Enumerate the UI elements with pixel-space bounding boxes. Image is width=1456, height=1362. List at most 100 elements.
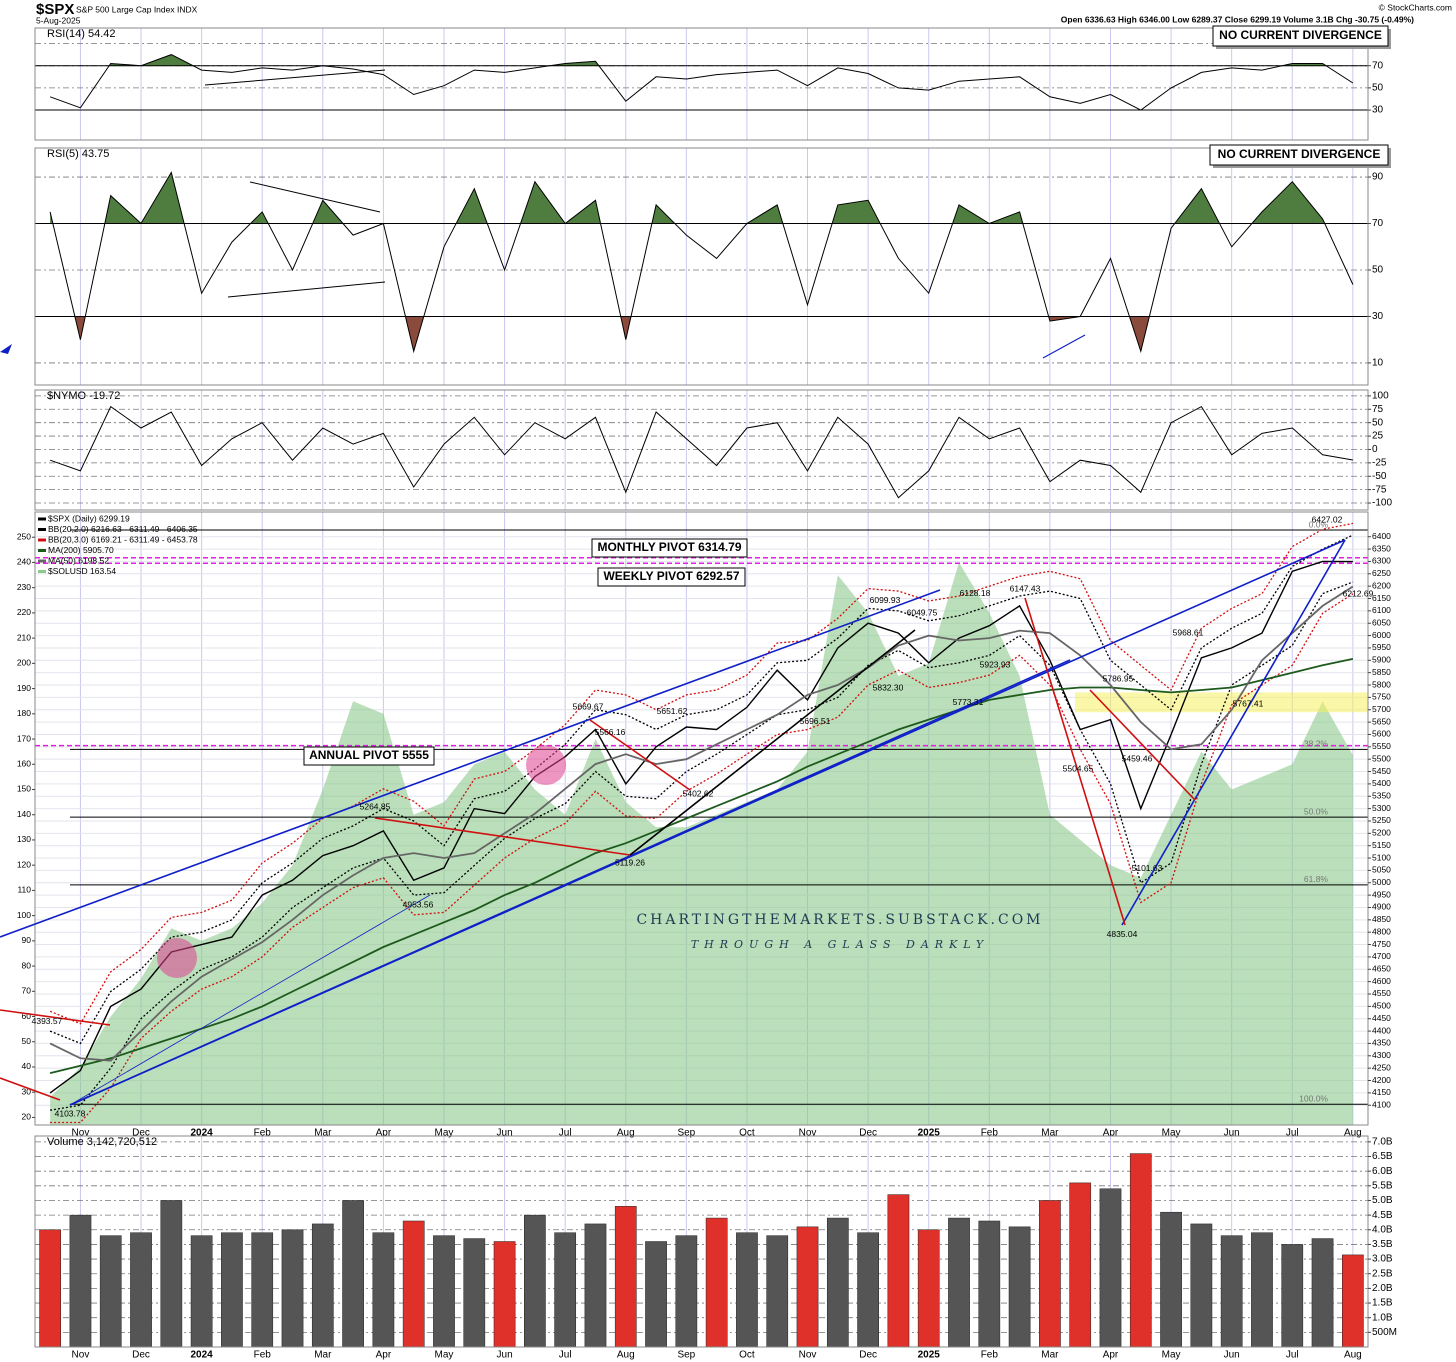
- trendline: [1121, 539, 1346, 926]
- bar: [372, 1232, 395, 1347]
- quote: Open 6336.63 High 6346.00 Low 6289.37 Cl…: [1061, 14, 1414, 24]
- line: [49, 171, 1354, 354]
- y-tick-label: 7.0B: [1372, 1137, 1393, 1148]
- price-label: 5773.31: [953, 697, 984, 707]
- bar: [99, 1235, 122, 1347]
- y2-tick-label: 70: [22, 986, 32, 996]
- x-tick-label: Aug: [617, 1128, 635, 1139]
- y2-tick-label: 250: [17, 531, 31, 541]
- y-tick-label: 5950: [1372, 642, 1391, 652]
- y-tick-label: -25: [1372, 457, 1387, 468]
- y-tick-label: 75: [1372, 404, 1384, 415]
- x-tick-label: Jul: [559, 1128, 572, 1139]
- y-tick-label: 4600: [1372, 976, 1391, 986]
- price-label: 5459.46: [1122, 753, 1153, 763]
- trendline: [374, 817, 631, 856]
- y-tick-label: 5450: [1372, 766, 1391, 776]
- y-tick-label: 5400: [1372, 778, 1391, 788]
- trendline: [589, 719, 691, 791]
- y-tick-label: 4.0B: [1372, 1224, 1393, 1235]
- y2-tick-label: 240: [17, 557, 31, 567]
- y-tick-label: 4300: [1372, 1050, 1391, 1060]
- overlay: NO CURRENT DIVERGENCE NO CURRENT DIVERGEN…: [32, 25, 1391, 1119]
- y-tick-label: 4950: [1372, 889, 1391, 899]
- price-label: 5696.51: [800, 716, 831, 726]
- y2-tick-label: 220: [17, 607, 31, 617]
- trendline: [1089, 689, 1196, 801]
- bar: [1160, 1211, 1182, 1347]
- x-tick-label: 2025: [918, 1350, 941, 1361]
- y2-tick-label: 20: [22, 1112, 32, 1122]
- bar: [251, 1232, 274, 1347]
- y-tick-label: 2.0B: [1372, 1283, 1393, 1294]
- pivot-box: [591, 538, 748, 558]
- price-label: 5264.85: [360, 802, 391, 812]
- y-tick-label: 5350: [1372, 791, 1391, 801]
- panel-frame: [34, 147, 1369, 386]
- x-tick-label: Oct: [739, 1350, 755, 1361]
- x-tick-label: May: [435, 1128, 454, 1139]
- threshold-fill: [50, 316, 1353, 352]
- y-tick-label: 5250: [1372, 815, 1391, 825]
- y-tick-label: 4700: [1372, 951, 1391, 961]
- price-label: 4835.04: [1107, 929, 1138, 939]
- price-label: 6212.69: [1343, 588, 1374, 598]
- x-tick-label: Jul: [559, 1350, 572, 1361]
- price-label: 6099.93: [870, 595, 901, 605]
- fib-label: 0.0%: [1309, 519, 1329, 529]
- y-tick-label: 5800: [1372, 679, 1391, 689]
- y-tick-label: 5750: [1372, 692, 1391, 702]
- y-tick-label: 6.5B: [1372, 1151, 1393, 1162]
- y-tick-label: -75: [1372, 484, 1387, 495]
- y-tick-label: 4550: [1372, 988, 1391, 998]
- trendline: [249, 181, 381, 213]
- x-tick-label: Apr: [376, 1350, 392, 1361]
- y2-tick-label: 130: [17, 834, 31, 844]
- x-tick-label: Apr: [1103, 1128, 1119, 1139]
- x-tick-label: Apr: [376, 1128, 392, 1139]
- bar: [917, 1229, 940, 1347]
- x-tick-label: May: [1162, 1128, 1181, 1139]
- y-tick-label: 6050: [1372, 617, 1391, 627]
- y-tick-label: 5.0B: [1372, 1195, 1393, 1206]
- price-label: 6128.18: [960, 588, 991, 598]
- y2-tick-label: 30: [22, 1086, 32, 1096]
- bar: [1220, 1235, 1243, 1347]
- x-tick-label: Nov: [799, 1128, 817, 1139]
- y-tick-label: 0: [1372, 444, 1378, 455]
- trendline: [629, 629, 916, 856]
- y-tick-label: 70: [1372, 218, 1384, 229]
- x-tick-label: Dec: [132, 1350, 150, 1361]
- x-tick-label: Feb: [254, 1350, 272, 1361]
- pivot-label: WEEKLY PIVOT 6292.57: [603, 569, 739, 583]
- bar: [705, 1217, 728, 1347]
- trendline: [1024, 597, 1126, 926]
- y-tick-label: -100: [1372, 498, 1392, 509]
- y-tick-label: 5050: [1372, 865, 1391, 875]
- fib-label: 100.0%: [1299, 1094, 1328, 1104]
- panel: [35, 512, 1368, 1125]
- bar: [1129, 1153, 1152, 1347]
- index-name: S&P 500 Large Cap Index INDX: [76, 4, 198, 14]
- panel-frame: [34, 511, 1369, 1126]
- line: [49, 54, 1354, 111]
- x-tick-label: Mar: [1041, 1128, 1059, 1139]
- bar: [1190, 1223, 1213, 1347]
- legend-label: BB(20,3.0) 6169.21 - 6311.49 - 6453.78: [48, 534, 198, 544]
- bar: [766, 1235, 789, 1347]
- line: [49, 585, 1354, 1062]
- price-label: 5651.62: [657, 706, 688, 716]
- price-label: 5402.62: [683, 788, 714, 798]
- x-tick-label: Mar: [314, 1128, 332, 1139]
- x-tick-label: May: [1162, 1350, 1181, 1361]
- y-tick-label: 5300: [1372, 803, 1391, 813]
- bar: [887, 1194, 910, 1347]
- legend-label: MA(50) 6198.52: [48, 555, 109, 565]
- x-tick-label: Dec: [859, 1128, 877, 1139]
- price-label: 5504.65: [1063, 763, 1094, 773]
- threshold-fill: [1140, 110, 1141, 111]
- pivot-box: [597, 567, 746, 587]
- y-tick-label: 6200: [1372, 580, 1391, 590]
- bar: [1008, 1226, 1031, 1347]
